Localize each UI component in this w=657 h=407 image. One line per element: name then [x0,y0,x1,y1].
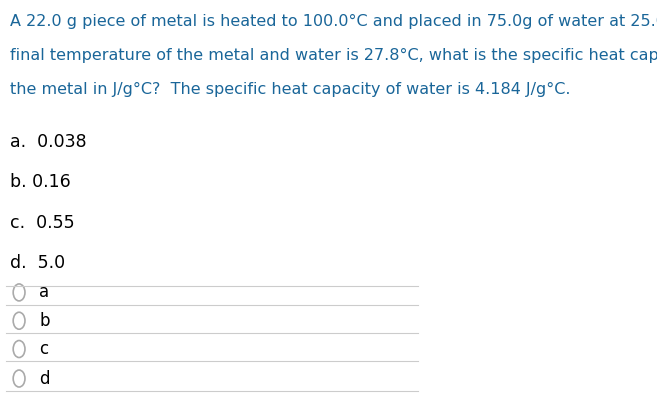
Text: b. 0.16: b. 0.16 [10,173,70,191]
Text: d: d [39,370,50,387]
Text: final temperature of the metal and water is 27.8°C, what is the specific heat ca: final temperature of the metal and water… [10,48,657,63]
Text: c: c [39,340,49,358]
Text: a.  0.038: a. 0.038 [10,133,87,151]
Text: a: a [39,283,49,302]
Text: b: b [39,312,50,330]
Text: c.  0.55: c. 0.55 [10,214,74,232]
Text: d.  5.0: d. 5.0 [10,254,65,272]
Text: A 22.0 g piece of metal is heated to 100.0°C and placed in 75.0g of water at 25.: A 22.0 g piece of metal is heated to 100… [10,13,657,28]
Text: the metal in J/g°C?  The specific heat capacity of water is 4.184 J/g°C.: the metal in J/g°C? The specific heat ca… [10,82,570,97]
